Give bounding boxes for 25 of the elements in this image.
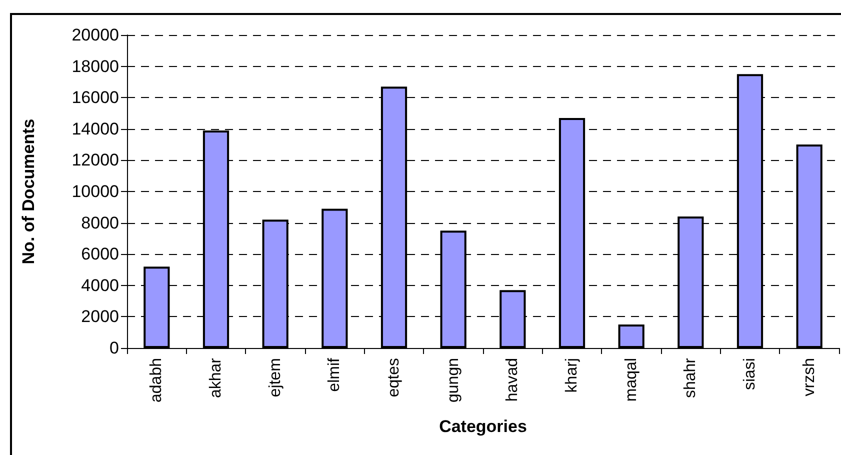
- y-tick-label: 20000: [72, 26, 119, 44]
- x-tick-label: elmif: [326, 357, 344, 392]
- y-tick-label: 4000: [81, 276, 119, 295]
- y-tick-label: 8000: [81, 213, 119, 232]
- x-tick-label: vrzsh: [800, 358, 818, 396]
- y-tick-label: 0: [110, 338, 119, 358]
- y-tick-label: 14000: [72, 119, 119, 138]
- x-tick-label: maqal: [622, 358, 640, 402]
- x-tick-label: eqtes: [386, 358, 402, 398]
- x-tick-label: kharj: [564, 358, 580, 393]
- x-tick-label: akhar: [208, 357, 224, 398]
- y-tick-label: 10000: [72, 182, 119, 201]
- y-tick-label: 12000: [72, 150, 119, 170]
- y-tick-label: 16000: [72, 88, 119, 108]
- y-tick-label: 6000: [81, 244, 119, 264]
- y-tick-label: 2000: [81, 307, 119, 326]
- x-tick-label: adabh: [148, 358, 166, 402]
- y-axis-title: No. of Documents: [19, 118, 38, 264]
- x-tick-label: ejtem: [266, 358, 284, 398]
- x-tick-label: siasi: [742, 358, 758, 390]
- x-tick-label: shahr: [682, 357, 700, 398]
- x-tick-label: havad: [504, 358, 522, 402]
- x-axis-title: Categories: [439, 417, 527, 436]
- x-tick-label: gungn: [444, 358, 462, 402]
- y-tick-label: 18000: [72, 56, 119, 76]
